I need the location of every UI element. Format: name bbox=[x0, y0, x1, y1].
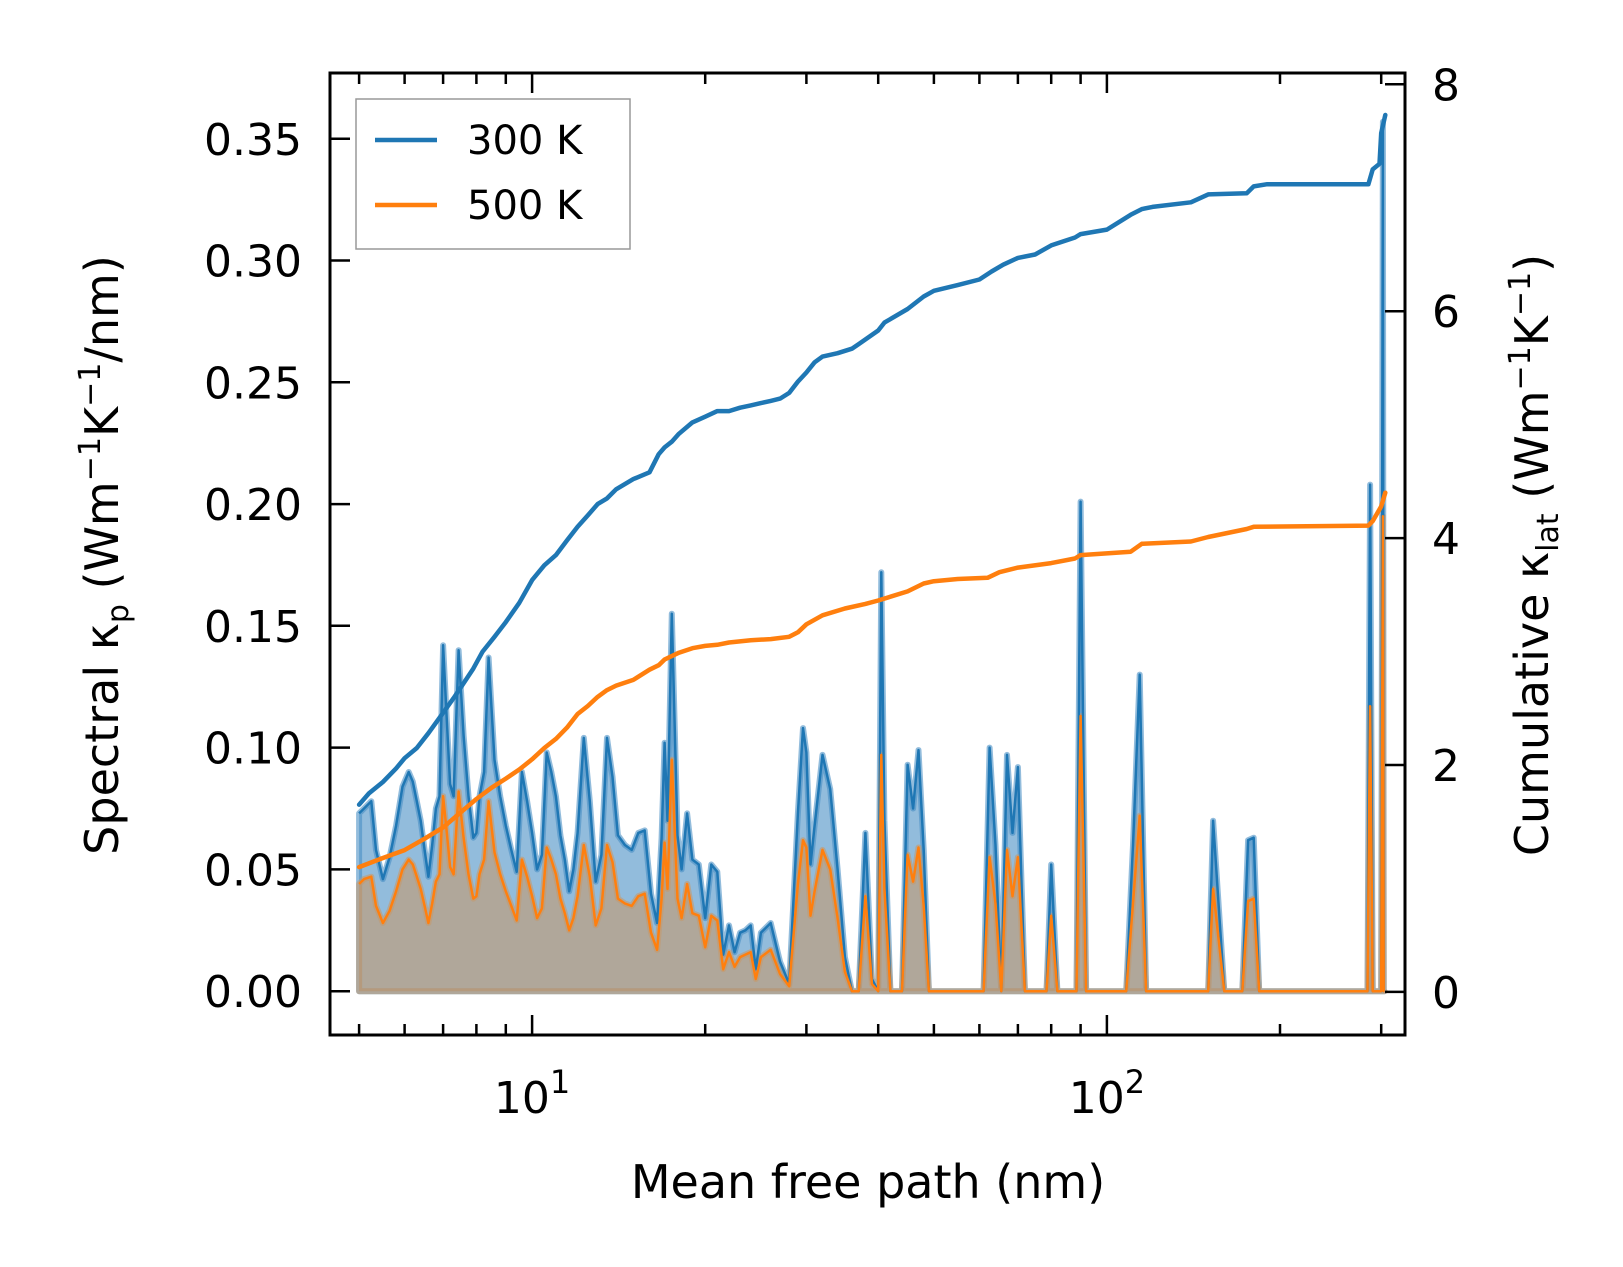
plot-frame bbox=[328, 71, 1407, 1037]
y-right-tick-label: 6 bbox=[1432, 287, 1460, 338]
y-left-tick-label: 0.30 bbox=[204, 237, 302, 288]
y-left-tick-label: 0.10 bbox=[204, 724, 302, 775]
y-left-tick-label: 0.00 bbox=[204, 967, 302, 1018]
cumulative-line-300-k bbox=[356, 112, 1388, 807]
y-left-tick-label: 0.25 bbox=[204, 358, 302, 409]
y-right-tick-label: 4 bbox=[1432, 514, 1460, 565]
y-left-tick-label: 0.20 bbox=[204, 480, 302, 531]
y-right-axis-label: Cumulative κlat (Wm−1K−1) bbox=[1503, 254, 1566, 856]
y-left-tick-label: 0.05 bbox=[204, 845, 302, 896]
y-left-tick-label: 0.15 bbox=[204, 602, 302, 653]
legend-label-300k: 300 K bbox=[467, 118, 584, 164]
y-right-axis-ticks: 0 2 4 6 8 bbox=[1385, 60, 1460, 1019]
legend-box bbox=[355, 98, 631, 250]
x-tick-label: 101 bbox=[494, 1063, 570, 1124]
y-right-tick-label: 2 bbox=[1432, 741, 1460, 792]
300-k-spectral-line bbox=[358, 120, 1385, 993]
y-right-tick-label: 8 bbox=[1432, 60, 1460, 111]
x-axis-ticks: 101 102 bbox=[357, 73, 1383, 1124]
cumulative-lines bbox=[356, 112, 1388, 870]
y-left-axis-ticks: 0.00 0.05 0.10 0.15 0.20 0.25 0.30 0.35 bbox=[204, 115, 350, 1018]
y-left-axis-label: Spectral κp (Wm−1K−1/nm) bbox=[73, 255, 136, 855]
x-tick-label: 102 bbox=[1069, 1063, 1145, 1124]
legend-label-500k: 500 K bbox=[467, 183, 584, 229]
y-right-tick-label: 0 bbox=[1432, 968, 1460, 1019]
500-k-spectral-line bbox=[358, 515, 1385, 993]
y-left-tick-label: 0.35 bbox=[204, 115, 302, 166]
x-axis-label: Mean free path (nm) bbox=[631, 1155, 1105, 1209]
legend: 300 K 500 K bbox=[355, 98, 631, 250]
cumulative-line-500-k bbox=[356, 490, 1388, 870]
spectral-lines bbox=[358, 120, 1385, 993]
